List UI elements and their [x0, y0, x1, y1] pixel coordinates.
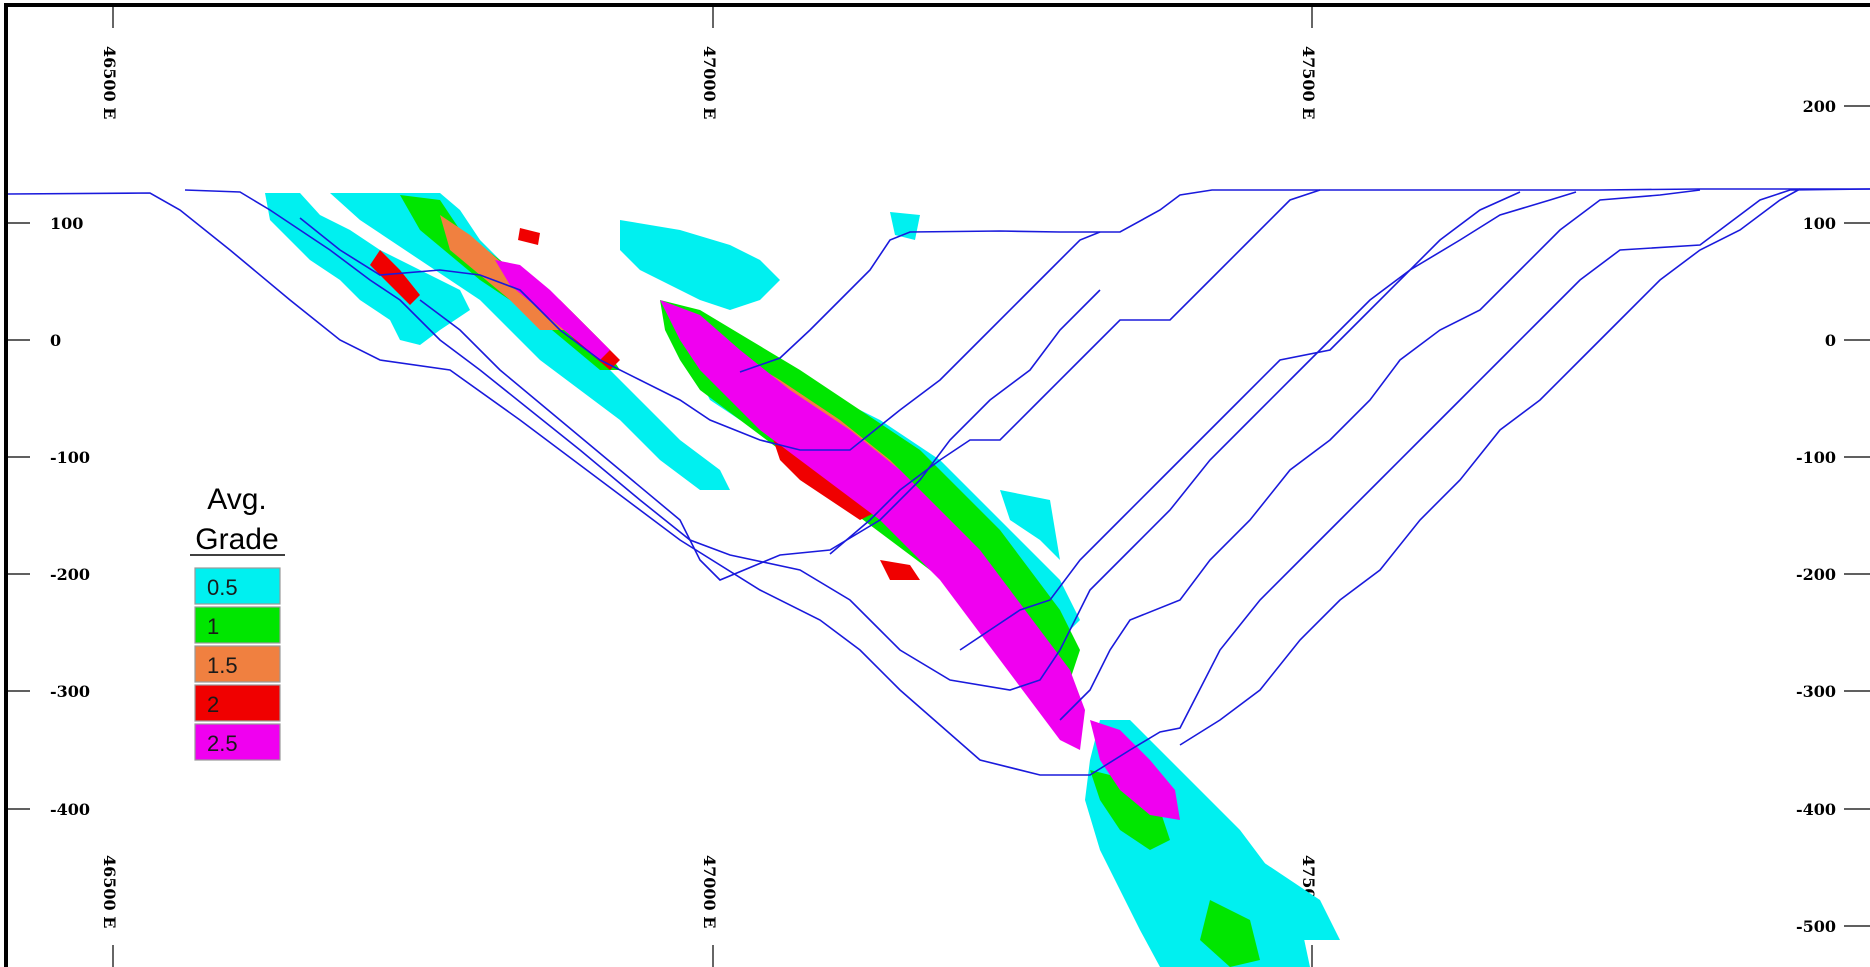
legend-label-1.5: 1.5 — [207, 653, 238, 678]
elevation-label-left: -200 — [50, 565, 90, 584]
easting-label-bottom-46500: 46500 E — [100, 855, 119, 928]
grade-zone-2.5 — [495, 260, 610, 360]
pit-shell-line — [829, 189, 1321, 555]
elevation-label-left: -300 — [50, 682, 90, 701]
elevation-labels-right: 200 100 0 -100 -200 -300 -400 -500 — [1796, 97, 1836, 936]
elevation-label-right: -200 — [1796, 565, 1836, 584]
legend-label-1: 1 — [207, 614, 219, 639]
elevation-label-right: 100 — [1803, 214, 1836, 233]
grade-zone-2.5 — [1090, 720, 1180, 820]
pit-shell-line — [1059, 189, 1701, 721]
pit-shell-line — [739, 188, 1870, 373]
pit-shell-outlines — [7, 188, 1870, 776]
elevation-label-left: -400 — [50, 800, 90, 819]
map-frame — [4, 3, 1870, 967]
elevation-label-right: 0 — [1825, 331, 1836, 350]
tick-marks — [8, 6, 1870, 967]
grade-zone-0.5 — [620, 220, 780, 310]
pit-shell-line — [7, 188, 1870, 776]
easting-label-top-46500: 46500 E — [100, 46, 119, 119]
elevation-label-right: -300 — [1796, 682, 1836, 701]
elevation-label-right: -100 — [1796, 448, 1836, 467]
grade-zone-1 — [1090, 770, 1170, 850]
pit-shell-line — [1179, 188, 1801, 746]
grade-zone-0.5 — [330, 193, 730, 490]
elevation-label-right: 200 — [1803, 97, 1836, 116]
grade-zone-2 — [370, 250, 420, 305]
grade-legend: Avg. Grade 0.5 1 1.5 2 2.5 — [190, 483, 285, 761]
grade-zone-2.5 — [660, 300, 1085, 750]
grade-zone-0.5 — [890, 212, 920, 240]
elevation-label-right: -500 — [1796, 917, 1836, 936]
legend-title-line1: Avg. — [207, 483, 267, 516]
pit-shell-line — [959, 191, 1521, 651]
easting-label-bottom-47000: 47000 E — [700, 855, 719, 928]
legend-swatch-1 — [194, 606, 281, 644]
easting-labels-top: 46500 E 47000 E 47500 E — [100, 46, 1318, 119]
pit-shell-line — [419, 289, 1101, 581]
grade-zone-1 — [1200, 900, 1260, 967]
elevation-label-right: -400 — [1796, 800, 1836, 819]
elevation-labels-left: 100 0 -100 -200 -300 -400 — [50, 214, 90, 819]
grade-zone-0.5 — [1200, 860, 1340, 940]
easting-label-top-47500: 47500 E — [1299, 46, 1318, 119]
pit-shell-line — [184, 189, 1577, 691]
elevation-label-left: 0 — [50, 331, 61, 350]
legend-swatch-2 — [194, 684, 281, 722]
elevation-label-left: 100 — [50, 214, 83, 233]
legend-title-line2: Grade — [195, 523, 278, 556]
legend-swatch-0.5 — [194, 567, 281, 605]
grade-zone-0.5 — [1000, 490, 1060, 560]
legend-label-0.5: 0.5 — [207, 575, 238, 600]
pit-shell-line — [299, 217, 1101, 451]
grade-zone-2 — [518, 228, 540, 245]
legend-label-2.5: 2.5 — [207, 731, 238, 756]
grade-zone-2 — [880, 560, 920, 580]
elevation-label-left: -100 — [50, 448, 90, 467]
legend-swatch-2.5 — [194, 723, 281, 761]
easting-label-top-47000: 47000 E — [700, 46, 719, 119]
orebody-grade-blocks — [265, 193, 1340, 967]
legend-swatch-1.5 — [194, 645, 281, 683]
legend-label-2: 2 — [207, 692, 219, 717]
